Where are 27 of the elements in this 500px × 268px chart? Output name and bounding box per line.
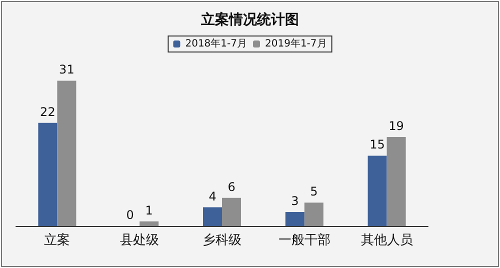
data-label: 31 <box>59 62 74 77</box>
bar <box>222 198 241 226</box>
bar <box>38 122 58 226</box>
bar <box>57 80 76 226</box>
bar <box>285 212 304 226</box>
bar <box>304 202 324 226</box>
x-tick-label: 其他人员 <box>360 233 413 248</box>
bar <box>386 136 406 226</box>
x-tick-label: 乡科级 <box>202 233 242 248</box>
data-label: 6 <box>228 180 236 194</box>
chart-title: 立案情况统计图 <box>200 11 299 28</box>
x-tick-label: 立案 <box>44 232 70 248</box>
data-label: 5 <box>310 184 318 199</box>
data-label: 22 <box>40 104 56 119</box>
data-label: 19 <box>388 118 404 133</box>
x-tick-label: 县处级 <box>120 233 160 248</box>
data-label: 0 <box>126 208 134 222</box>
data-label: 15 <box>370 138 385 152</box>
data-label: 3 <box>291 194 299 208</box>
bar <box>368 156 387 226</box>
data-label: 4 <box>208 189 216 204</box>
x-tick-label: 一般干部 <box>278 233 330 248</box>
legend-label: 2019年1-7月 <box>265 38 327 50</box>
bar <box>203 207 222 226</box>
bar <box>140 221 159 226</box>
legend-label: 2018年1-7月 <box>185 38 248 50</box>
data-label: 1 <box>145 203 153 218</box>
